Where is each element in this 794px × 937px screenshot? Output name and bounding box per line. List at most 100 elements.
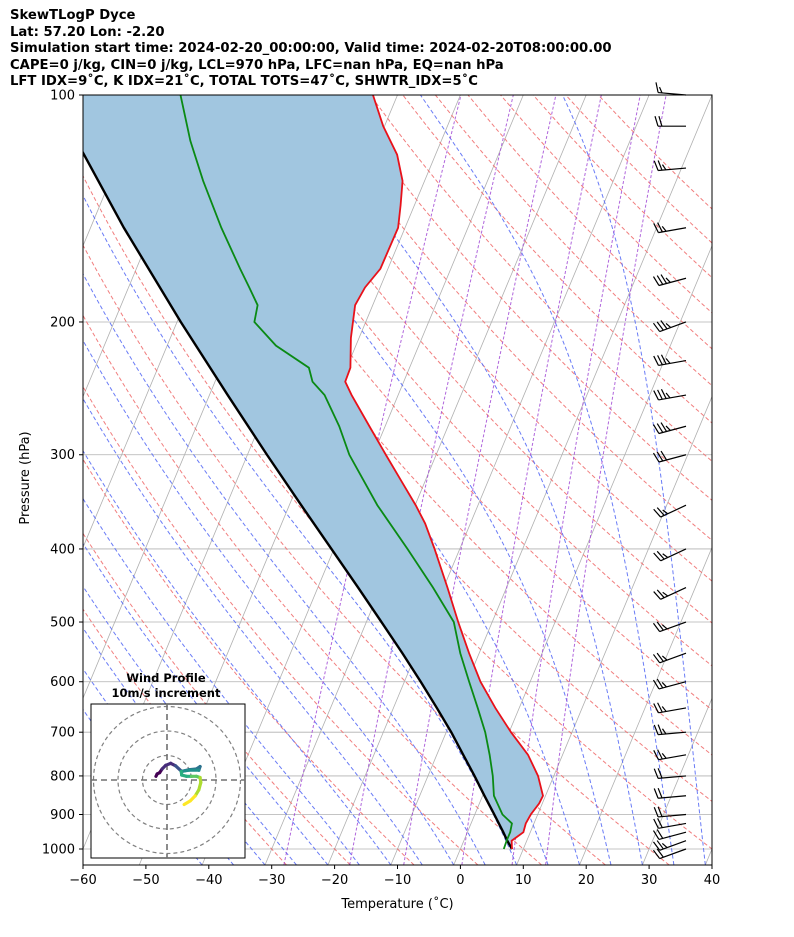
x-tick-label: 10 bbox=[515, 873, 532, 888]
parcel-profile-line bbox=[83, 150, 514, 850]
wind-barb-feather bbox=[661, 624, 668, 630]
wind-barb-staff bbox=[658, 822, 687, 829]
x-axis-label: Temperature (˚C) bbox=[340, 896, 453, 912]
y-tick-label: 800 bbox=[50, 769, 75, 784]
chart-title-location: Lat: 57.20 Lon: -2.20 bbox=[10, 24, 165, 40]
isotherm-line bbox=[327, 95, 650, 865]
wind-barb-feather bbox=[656, 840, 664, 850]
mixing-ratio-line bbox=[283, 95, 462, 865]
moist-adiabat-line bbox=[134, 95, 581, 865]
moist-adiabat-line bbox=[562, 95, 706, 865]
moist-adiabat-line bbox=[83, 272, 486, 865]
wind-barb-feather bbox=[653, 768, 659, 779]
y-tick-label: 100 bbox=[50, 89, 75, 104]
wind-barb-feather bbox=[652, 276, 660, 286]
cin-shaded-area bbox=[83, 95, 543, 849]
wind-barb bbox=[653, 388, 687, 401]
wind-barb-staff bbox=[659, 621, 687, 633]
chart-title-stability: LFT IDX=9˚C, K IDX=21˚C, TOTAL TOTS=47˚C… bbox=[10, 74, 478, 89]
chart-title-station: SkewTLogP Dyce bbox=[10, 8, 136, 23]
wind-barb bbox=[652, 678, 687, 690]
dry-adiabat-line bbox=[141, 95, 712, 756]
wind-barb-feather bbox=[653, 160, 659, 171]
wind-barb-feather bbox=[661, 728, 667, 735]
wind-barb-feather bbox=[656, 678, 664, 689]
wind-barb-feather bbox=[653, 223, 659, 233]
dry-adiabat-line bbox=[239, 95, 712, 624]
wind-barb bbox=[653, 548, 687, 562]
wind-barb bbox=[652, 274, 687, 287]
wind-barb bbox=[655, 82, 687, 96]
wind-barb-feather bbox=[657, 389, 663, 400]
wind-barb-feather bbox=[656, 423, 664, 433]
wind-barb-feather bbox=[657, 222, 663, 233]
wind-barb-feather bbox=[656, 589, 665, 599]
moist-adiabat-line bbox=[83, 339, 455, 865]
wind-barb bbox=[653, 818, 687, 829]
mixing-ratio-line bbox=[461, 95, 602, 865]
x-tick-label: −10 bbox=[384, 873, 411, 888]
wind-barb-staff bbox=[660, 548, 687, 562]
wind-barb-feather bbox=[653, 750, 659, 760]
wind-barb-feather bbox=[665, 277, 671, 283]
hodograph-subtitle: 10m/s increment bbox=[112, 686, 221, 700]
moist-adiabat-line bbox=[204, 95, 612, 865]
wind-barb-feather bbox=[652, 622, 661, 632]
wind-barb bbox=[652, 621, 687, 633]
wind-barb-staff bbox=[659, 848, 687, 860]
wind-barb bbox=[653, 504, 687, 518]
isotherm-line bbox=[579, 546, 712, 865]
wind-barb-feather bbox=[660, 274, 668, 284]
wind-barb-feather bbox=[658, 86, 663, 94]
wind-barb-feather bbox=[661, 706, 667, 712]
wind-barb-feather bbox=[665, 425, 671, 431]
wind-barb-feather bbox=[656, 321, 664, 331]
wind-barb bbox=[652, 840, 687, 851]
wind-barb-staff bbox=[658, 454, 687, 463]
axes: −60 −50 −40 −30 −20 −10 0 10 20 30 40 1000 900 800 700… bbox=[18, 89, 720, 913]
dry-adiabat-line bbox=[565, 95, 712, 244]
dry-adiabat-line bbox=[83, 385, 479, 865]
wind-barb-feather bbox=[652, 322, 661, 332]
wind-barb-feather bbox=[653, 552, 662, 562]
wind-barb-feather bbox=[657, 724, 663, 735]
isotherm-line bbox=[83, 95, 84, 97]
wind-barb-feather bbox=[657, 355, 663, 365]
x-tick-label: −20 bbox=[321, 873, 348, 888]
y-tick-label: 400 bbox=[50, 542, 75, 557]
wind-barb-feather bbox=[665, 392, 671, 399]
wind-barb-staff bbox=[660, 504, 687, 518]
y-tick-label: 200 bbox=[50, 315, 75, 330]
x-tick-label: 0 bbox=[456, 873, 464, 888]
isotherm-line bbox=[704, 847, 712, 865]
wind-barb-feather bbox=[661, 164, 667, 171]
wind-barb-staff bbox=[658, 359, 687, 366]
y-axis-label: Pressure (hPa) bbox=[18, 431, 33, 524]
y-tick-label: 900 bbox=[50, 808, 75, 823]
wind-barb-feather bbox=[662, 591, 669, 597]
wind-barb-feather bbox=[662, 553, 669, 558]
wind-barb-feather bbox=[656, 621, 664, 631]
y-tick-label: 1000 bbox=[42, 843, 75, 858]
isotherm-line bbox=[264, 95, 587, 865]
y-tick-label: 300 bbox=[50, 448, 75, 463]
wind-barb-feather bbox=[661, 655, 668, 661]
wind-barb-feather bbox=[654, 116, 659, 127]
wind-barb-feather bbox=[656, 829, 664, 839]
wind-barb bbox=[653, 354, 687, 366]
x-tick-label: −40 bbox=[195, 873, 222, 888]
wind-barb-feather bbox=[653, 818, 659, 829]
mixing-ratio-line bbox=[349, 95, 514, 865]
y-tick-label: 500 bbox=[50, 616, 75, 631]
wind-barb-staff bbox=[658, 754, 687, 761]
wind-barb bbox=[654, 116, 686, 127]
wind-barb-feather bbox=[656, 275, 664, 285]
wind-barbs bbox=[652, 82, 687, 860]
wind-barb-feather bbox=[653, 807, 659, 818]
wind-barb-feather bbox=[656, 848, 664, 858]
moist-adiabat-line bbox=[297, 95, 643, 865]
dewpoint-profile-line bbox=[179, 95, 513, 850]
wind-barb bbox=[653, 749, 687, 761]
x-tick-label: −50 bbox=[132, 873, 159, 888]
